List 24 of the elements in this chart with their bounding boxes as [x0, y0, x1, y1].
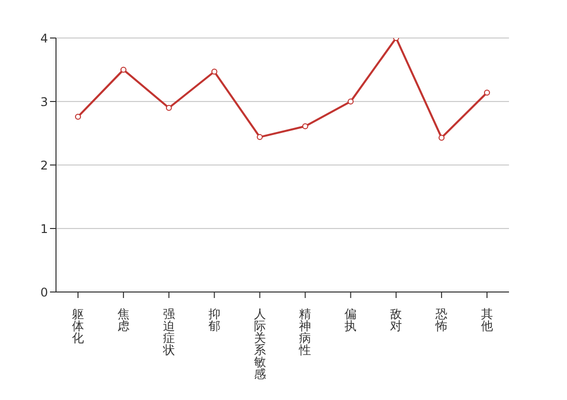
x-tick-label: 焦虑 [117, 307, 130, 333]
y-tick-label: 1 [40, 222, 48, 236]
y-tick-label: 0 [40, 285, 48, 300]
point [211, 68, 218, 75]
x-tick-label: 敌对 [390, 307, 402, 333]
x-tick-label: 人际关系敏感 [254, 307, 266, 381]
point [438, 134, 445, 141]
x-tick-label: 抑郁 [208, 307, 220, 333]
point [256, 134, 263, 140]
y-tick-label: 2 [40, 158, 48, 172]
x-tick-label: 强迫症状 [162, 307, 175, 357]
y-tick-label: 3 [40, 94, 48, 109]
x-tick-label: 偏执 [344, 307, 357, 333]
y-tick-label: 4 [40, 31, 48, 46]
x-tick-label: 躯体化 [72, 307, 84, 345]
point [348, 98, 354, 104]
x-tick-label: 恐怖 [434, 307, 448, 333]
point [484, 90, 490, 96]
point [302, 123, 308, 130]
point [75, 114, 81, 120]
point [166, 104, 172, 111]
x-tick-label: 其他 [481, 307, 493, 333]
point [120, 66, 126, 73]
x-tick-label: 精神病性 [298, 307, 312, 357]
